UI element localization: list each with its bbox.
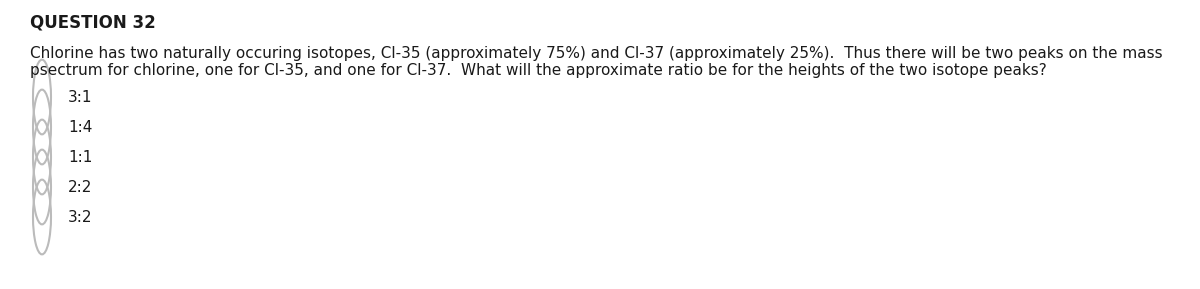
Text: Chlorine has two naturally occuring isotopes, Cl-35 (approximately 75%) and Cl-3: Chlorine has two naturally occuring isot… [30,46,1163,61]
Text: 3:1: 3:1 [68,90,92,105]
Text: 3:2: 3:2 [68,210,92,225]
Text: 2:2: 2:2 [68,180,92,195]
Text: QUESTION 32: QUESTION 32 [30,14,156,32]
Text: 1:1: 1:1 [68,150,92,165]
Text: 1:4: 1:4 [68,120,92,135]
Text: psectrum for chlorine, one for Cl-35, and one for Cl-37.  What will the approxim: psectrum for chlorine, one for Cl-35, an… [30,63,1046,78]
